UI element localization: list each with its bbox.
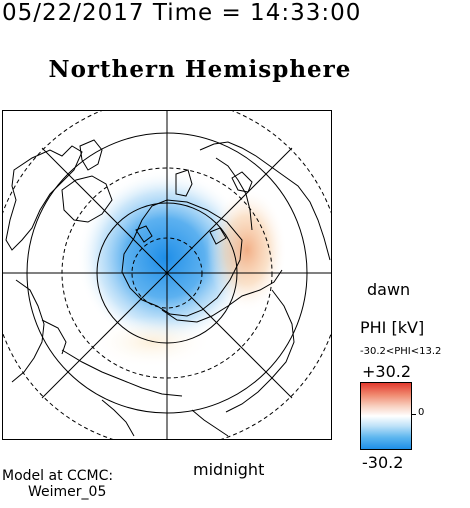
- legend-min-value: -30.2: [362, 453, 404, 472]
- positive-potential-cell: [92, 316, 212, 368]
- legend-max-value: +30.2: [362, 362, 412, 381]
- color-bar: [360, 382, 412, 450]
- legend-range: -30.2<PHI<13.2: [360, 346, 442, 357]
- legend-zero-value: 0: [418, 407, 425, 418]
- legend-title: PHI [kV]: [360, 318, 425, 337]
- timestamp: 05/22/2017 Time = 14:33:00: [2, 0, 362, 26]
- meridian-lines: [2, 110, 332, 440]
- model-name: Weimer_05: [28, 484, 107, 500]
- color-bar-tick: [412, 414, 416, 415]
- polar-map: [2, 110, 332, 440]
- map-title: Northern Hemisphere: [48, 56, 352, 83]
- negative-potential-cell: [77, 170, 253, 346]
- model-credit: Model at CCMC:: [2, 468, 114, 484]
- midnight-label: midnight: [193, 460, 265, 479]
- continent-outlines: [5, 139, 331, 437]
- dawn-label: dawn: [367, 280, 411, 299]
- positive-potential-cell: [207, 188, 287, 312]
